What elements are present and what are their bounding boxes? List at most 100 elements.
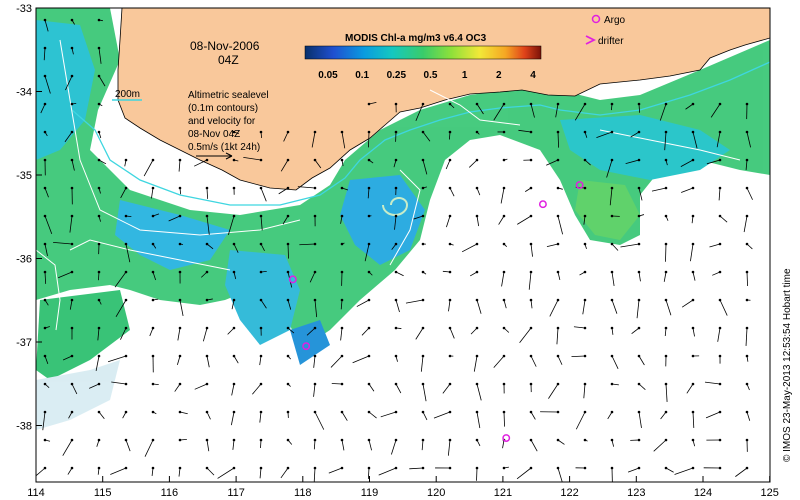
velocity-origin-dot (367, 130, 371, 134)
velocity-arrow (299, 243, 316, 246)
velocity-arrow (709, 243, 721, 248)
velocity-arrow (40, 103, 46, 114)
velocity-origin-dot (421, 214, 425, 218)
velocity-arrow (95, 355, 100, 371)
velocity-origin-dot (610, 466, 614, 470)
velocity-arrow (530, 411, 536, 420)
velocity-origin-dot (664, 438, 668, 442)
velocity-origin-dot (556, 242, 560, 246)
velocity-origin-dot (718, 298, 722, 302)
velocity-origin-dot (286, 382, 290, 386)
velocity-arrow (606, 159, 613, 178)
velocity-origin-dot (637, 382, 641, 386)
velocity-origin-dot (124, 326, 128, 330)
velocity-arrow (548, 383, 559, 399)
velocity-arrow (609, 187, 613, 206)
velocity-arrow (665, 243, 667, 262)
velocity-arrow (420, 355, 424, 372)
velocity-origin-dot (583, 382, 587, 386)
velocity-arrow (664, 131, 667, 151)
velocity-arrow (674, 467, 694, 475)
velocity-arrow (36, 467, 46, 476)
velocity-arrow (493, 355, 505, 368)
x-tick-label: 120 (427, 487, 445, 499)
velocity-origin-dot (475, 410, 479, 414)
velocity-origin-dot (43, 74, 47, 78)
velocity-origin-dot (151, 298, 155, 302)
velocity-origin-dot (178, 326, 182, 330)
velocity-arrow (282, 215, 289, 225)
velocity-arrow (546, 243, 559, 247)
velocity-origin-dot (502, 130, 506, 134)
velocity-origin-dot (286, 130, 290, 134)
velocity-origin-dot (43, 410, 47, 414)
velocity-arrow (461, 243, 478, 253)
velocity-arrow (231, 383, 235, 396)
velocity-origin-dot (745, 466, 749, 470)
velocity-origin-dot (394, 466, 398, 470)
x-tick-label: 116 (161, 487, 179, 499)
velocity-origin-dot (610, 270, 614, 274)
velocity-origin-dot (313, 298, 317, 302)
velocity-origin-dot (745, 382, 749, 386)
velocity-origin-dot (529, 270, 533, 274)
x-axis: 114 115 116 117 118 119 120 121 122 123 124 125 (27, 476, 779, 499)
velocity-origin-dot (340, 438, 344, 442)
velocity-origin-dot (367, 186, 371, 190)
velocity-arrow (659, 103, 667, 121)
velocity-arrow (557, 467, 563, 482)
velocity-origin-dot (97, 410, 101, 414)
velocity-origin-dot (421, 410, 425, 414)
velocity-origin-dot (583, 410, 587, 414)
velocity-origin-dot (475, 214, 479, 218)
velocity-origin-dot (637, 466, 641, 470)
velocity-arrow (583, 215, 586, 225)
velocity-origin-dot (232, 130, 236, 134)
velocity-arrow (582, 299, 586, 315)
velocity-arrow (340, 215, 343, 224)
velocity-origin-dot (502, 102, 506, 106)
velocity-origin-dot (502, 242, 506, 246)
scale-arrow-head (225, 152, 233, 160)
velocity-arrow (149, 327, 154, 337)
velocity-arrow (422, 411, 428, 421)
velocity-arrow (227, 215, 235, 235)
velocity-origin-dot (43, 298, 47, 302)
velocity-arrow (530, 103, 535, 118)
velocity-origin-dot (745, 242, 749, 246)
land-mass (117, 8, 770, 191)
velocity-origin-dot (664, 270, 668, 274)
velocity-arrow (177, 327, 181, 341)
velocity-origin-dot (124, 158, 128, 162)
velocity-origin-dot (367, 158, 371, 162)
velocity-origin-dot (367, 410, 371, 414)
velocity-origin-dot (340, 130, 344, 134)
velocity-arrow (330, 355, 343, 368)
colorbar-tick-label: 4 (530, 70, 536, 81)
velocity-origin-dot (340, 326, 344, 330)
velocity-arrow (306, 327, 316, 336)
velocity-origin-dot (556, 270, 560, 274)
velocity-arrow (530, 243, 533, 257)
velocity-origin-dot (313, 242, 317, 246)
velocity-origin-dot (205, 354, 209, 358)
x-tick-label: 118 (294, 487, 312, 499)
velocity-arrow (530, 355, 537, 367)
velocity-origin-dot (313, 410, 317, 414)
velocity-arrow (557, 131, 560, 148)
velocity-arrow (415, 103, 424, 121)
velocity-origin-dot (718, 214, 722, 218)
velocity-origin-dot (583, 158, 587, 162)
velocity-origin-dot (43, 214, 47, 218)
velocity-arrow (476, 299, 482, 314)
velocity-arrow (233, 243, 239, 253)
velocity-arrow (745, 159, 748, 170)
velocity-origin-dot (43, 158, 47, 162)
velocity-arrow (120, 327, 127, 340)
velocity-origin-dot (340, 270, 344, 274)
velocity-origin-dot (97, 130, 101, 134)
velocity-arrow (151, 467, 154, 476)
velocity-arrow (380, 411, 397, 418)
velocity-origin-dot (178, 410, 182, 414)
velocity-arrow (719, 215, 728, 223)
